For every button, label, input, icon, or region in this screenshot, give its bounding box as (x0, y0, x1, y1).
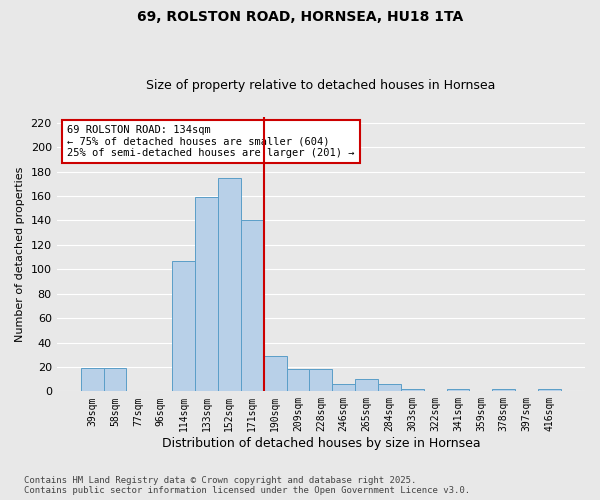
Bar (104, 368, 127, 392)
Bar (493, 389, 515, 392)
X-axis label: Distribution of detached houses by size in Hornsea: Distribution of detached houses by size … (161, 437, 480, 450)
Bar (218, 178, 241, 392)
Bar (310, 370, 332, 392)
Bar (355, 379, 378, 392)
Text: Contains HM Land Registry data © Crown copyright and database right 2025.
Contai: Contains HM Land Registry data © Crown c… (24, 476, 470, 495)
Bar (538, 389, 561, 392)
Bar (241, 220, 263, 392)
Bar (263, 356, 287, 392)
Text: 69 ROLSTON ROAD: 134sqm
← 75% of detached houses are smaller (604)
25% of semi-d: 69 ROLSTON ROAD: 134sqm ← 75% of detache… (67, 125, 355, 158)
Bar (378, 384, 401, 392)
Bar (401, 389, 424, 392)
Bar (332, 384, 355, 392)
Bar (172, 261, 195, 392)
Title: Size of property relative to detached houses in Hornsea: Size of property relative to detached ho… (146, 79, 496, 92)
Bar (80, 368, 104, 392)
Bar (287, 370, 310, 392)
Y-axis label: Number of detached properties: Number of detached properties (15, 166, 25, 342)
Text: 69, ROLSTON ROAD, HORNSEA, HU18 1TA: 69, ROLSTON ROAD, HORNSEA, HU18 1TA (137, 10, 463, 24)
Bar (195, 198, 218, 392)
Bar (446, 389, 469, 392)
